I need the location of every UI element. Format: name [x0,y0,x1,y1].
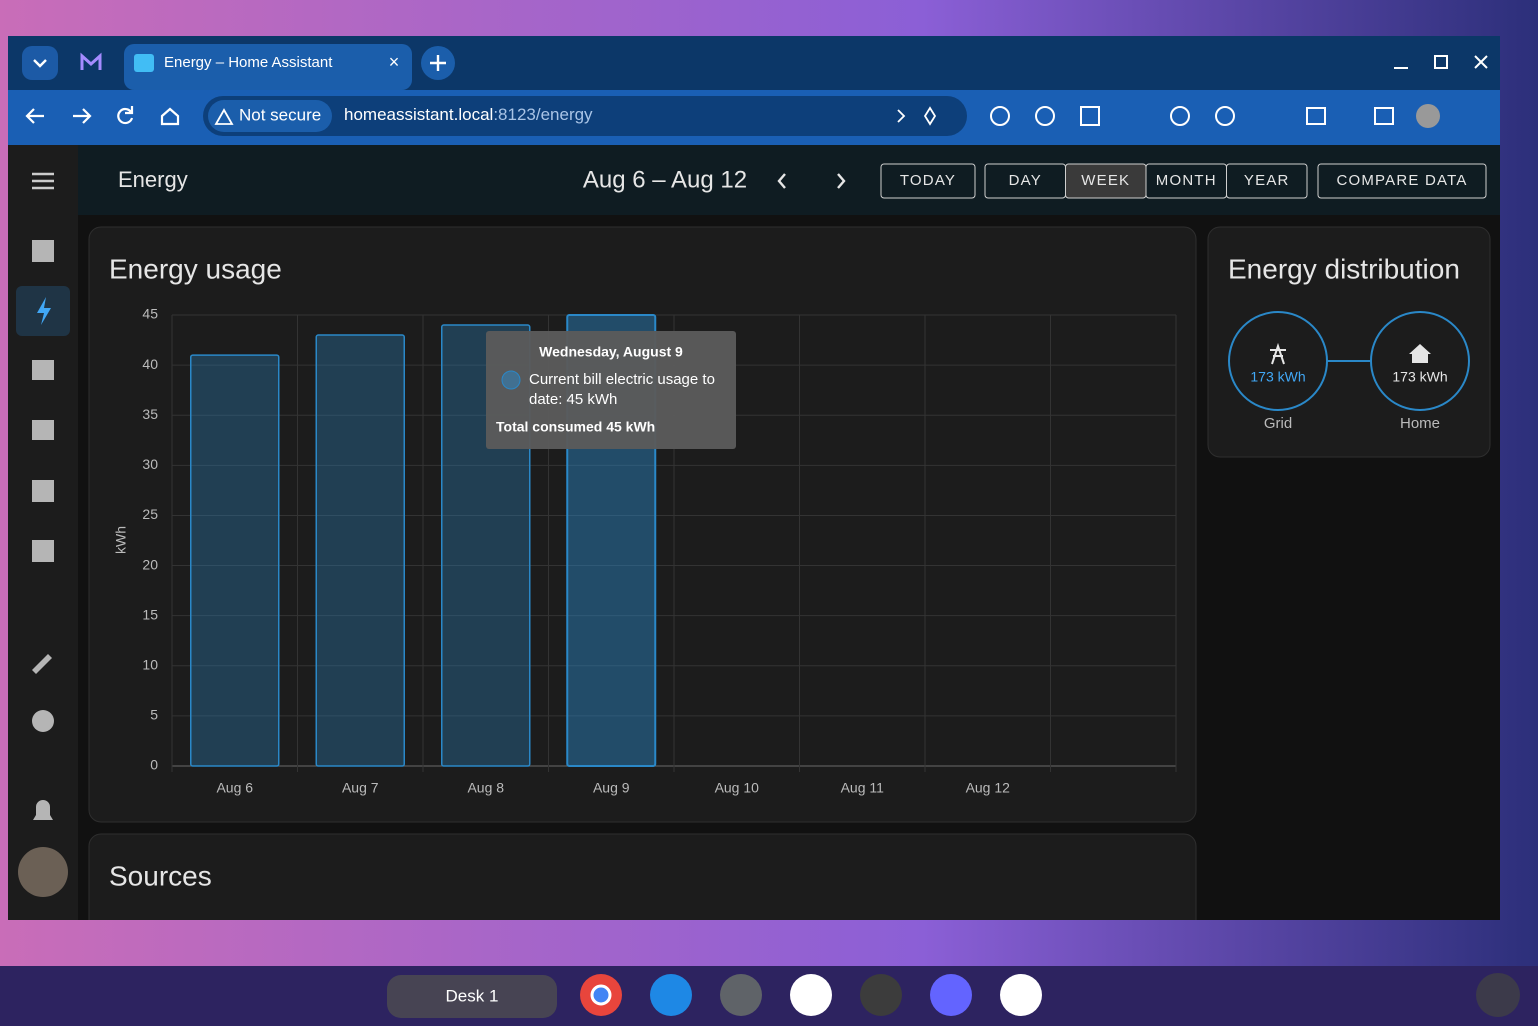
url-path: :8123/energy [493,105,593,124]
user-avatar[interactable] [18,847,68,897]
sidebar [8,145,78,920]
shelf-apps[interactable] [580,973,1520,1017]
favicon [134,54,154,72]
url-host: homeassistant.local [344,105,493,124]
security-chip[interactable] [208,100,332,132]
home-node[interactable] [1370,311,1470,411]
header-button[interactable] [880,163,976,199]
y-tick-label: 15 [142,606,158,622]
extensions[interactable] [990,106,1394,126]
tooltip-total: Total consumed 45 kWh [496,419,655,435]
bar[interactable] [190,354,280,767]
window-controls[interactable] [1394,55,1488,69]
app-header [78,145,1500,215]
shelf [0,966,1538,1026]
tooltip-line: date: 45 kWh [529,391,617,408]
active-tab[interactable] [124,44,412,90]
button-label: COMPARE DATA [1336,172,1467,189]
energy-icon [37,297,51,325]
grid-node[interactable] [1228,311,1328,411]
y-tick-label: 25 [142,506,158,522]
tooltip-title: Wednesday, August 9 [539,344,683,360]
plus-icon [430,55,446,71]
grid-value: 173 kWh [1250,369,1305,385]
button-label: TODAY [900,172,956,189]
desk-chip[interactable] [387,975,557,1018]
card-title: Energy usage [109,253,282,284]
gmail-tab-icon[interactable] [80,52,102,70]
chevron-icon [33,59,47,68]
x-tick-label: Aug 6 [216,780,253,796]
x-tick-label: Aug 12 [966,780,1011,796]
y-tick-label: 5 [150,707,158,723]
omnibox[interactable] [203,96,967,136]
page-title: Energy [118,167,188,192]
date-arrows[interactable] [777,173,846,189]
bar[interactable] [315,334,405,767]
nav-buttons[interactable] [25,108,92,124]
distribution-card [1207,226,1491,458]
card-title: Energy distribution [1228,253,1460,284]
profile[interactable] [1416,104,1440,128]
header-button[interactable] [1226,163,1308,199]
x-tick-label: Aug 9 [593,780,630,796]
button-label: DAY [1009,172,1042,189]
home-icon [1409,344,1431,363]
tooltip-line: Current bill electric usage to [529,371,715,388]
button-label: YEAR [1244,172,1290,189]
x-tick-label: Aug 10 [715,780,760,796]
y-tick-label: 35 [142,406,158,422]
y-tick-label: 45 [142,306,158,322]
grid-label: Grid [1264,415,1292,432]
warning-icon [214,108,234,125]
home-label: Home [1400,415,1440,432]
home-value: 173 kWh [1392,369,1447,385]
tab-title: Energy – Home Assistant [164,54,333,71]
date-range: Aug 6 – Aug 12 [583,166,747,193]
header-button[interactable] [1317,163,1487,199]
url: homeassistant.local:8123/energy [344,105,593,124]
x-tick-label: Aug 8 [467,780,504,796]
menu-icon[interactable] [32,172,54,190]
omnibox-actions[interactable] [897,106,937,126]
tooltip-swatch [501,370,521,390]
y-tick-label: 40 [142,356,158,372]
tooltip [486,331,736,449]
x-tick-label: Aug 7 [342,780,379,796]
tab-search[interactable] [22,46,58,80]
y-tick-label: 0 [150,757,158,773]
y-tick-label: 20 [142,556,158,572]
x-tick-label: Aug 11 [841,780,885,796]
button-label: MONTH [1156,172,1217,189]
nav-icons[interactable] [32,240,54,820]
card-title: Sources [109,860,212,891]
y-tick-label: 10 [142,656,158,672]
y-axis-label: kWh [113,526,129,554]
usage-card [88,226,1197,823]
grid-icon [1270,342,1286,365]
tab-close[interactable]: × [389,52,400,72]
reload-home[interactable] [117,106,180,126]
desktop-strip [0,920,1538,966]
security-label: Not secure [239,105,321,124]
y-tick-label: 30 [142,456,158,472]
desk-label: Desk 1 [446,986,499,1005]
button-label: WEEK [1081,172,1130,189]
